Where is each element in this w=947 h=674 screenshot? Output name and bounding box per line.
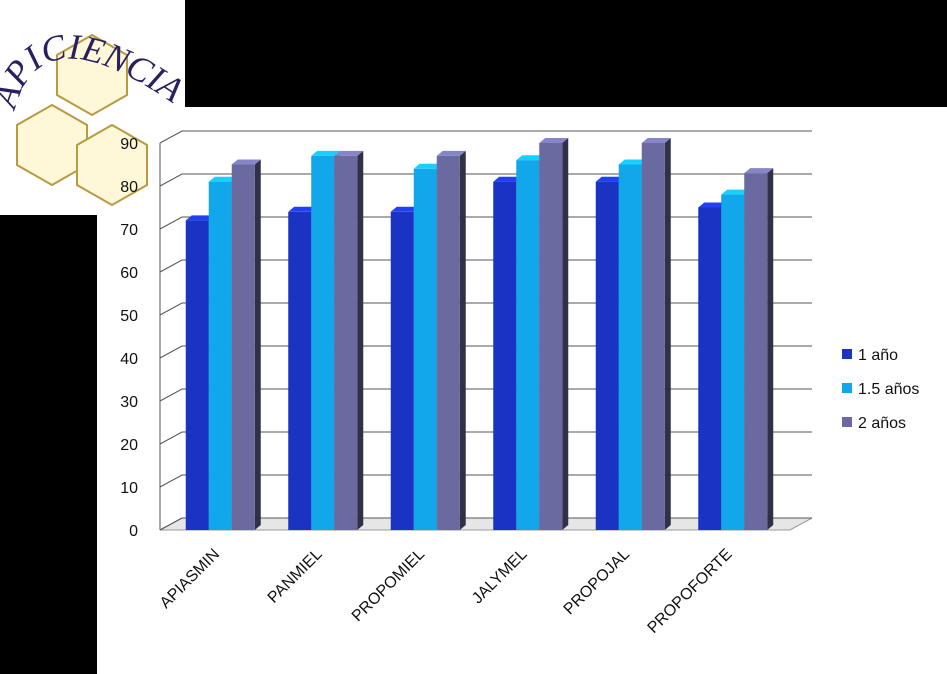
bar	[698, 207, 722, 530]
bar-top	[231, 159, 261, 165]
bar	[436, 155, 460, 530]
bar-top	[516, 155, 546, 161]
bar-side	[562, 138, 569, 530]
bar-side	[459, 150, 466, 530]
bar	[618, 164, 642, 530]
bar-top	[185, 215, 215, 221]
bar	[413, 168, 437, 531]
y-tick-label: 50	[120, 308, 138, 325]
bar-top	[413, 163, 443, 169]
bar	[288, 211, 312, 531]
y-tick-label: 80	[120, 179, 138, 196]
legend-label: 1 año	[858, 347, 898, 364]
legend-swatch	[842, 349, 852, 359]
bar-side	[664, 138, 671, 530]
bar-top	[641, 138, 671, 143]
legend-label: 1.5 años	[858, 381, 919, 398]
logo: APICIENCIA	[0, 0, 192, 215]
legend-swatch	[842, 417, 852, 427]
y-tick-label: 20	[120, 437, 138, 454]
bar	[595, 181, 619, 530]
y-tick-label: 70	[120, 222, 138, 239]
bar-side	[357, 150, 364, 530]
bar-side	[767, 168, 774, 530]
bar-top	[390, 206, 420, 212]
grid-line	[159, 130, 812, 144]
bar-top	[721, 189, 751, 195]
bar-top	[493, 176, 523, 182]
y-tick-label: 40	[120, 351, 138, 368]
bar	[516, 160, 540, 530]
y-tick-label: 10	[120, 480, 138, 497]
bar-top	[698, 202, 728, 208]
grid-line	[159, 173, 812, 187]
bar	[311, 155, 335, 530]
bar-side	[254, 159, 261, 530]
bar-top	[595, 176, 625, 182]
bar	[208, 181, 232, 530]
bar	[390, 211, 414, 531]
bar	[641, 143, 665, 530]
bar-top	[208, 176, 238, 182]
bar-top	[334, 150, 364, 156]
y-tick-label: 90	[120, 136, 138, 153]
bar	[185, 220, 209, 530]
bar	[539, 143, 563, 530]
legend-label: 2 años	[858, 415, 906, 432]
bar-top	[311, 150, 341, 156]
hexagon	[76, 123, 148, 207]
y-tick-label: 60	[120, 265, 138, 282]
bar	[744, 173, 768, 530]
hexagon	[16, 103, 88, 187]
bar-top	[436, 150, 466, 156]
bar-top	[744, 168, 774, 174]
bar	[721, 194, 745, 530]
bar	[334, 155, 358, 530]
y-tick-label: 30	[120, 394, 138, 411]
hexagon	[56, 33, 128, 117]
bar	[493, 181, 517, 530]
bar-top	[618, 159, 648, 165]
bar-top	[539, 138, 569, 143]
bar-top	[288, 206, 318, 212]
legend-swatch	[842, 383, 852, 393]
bar	[231, 164, 255, 530]
y-tick-label: 0	[129, 523, 138, 540]
